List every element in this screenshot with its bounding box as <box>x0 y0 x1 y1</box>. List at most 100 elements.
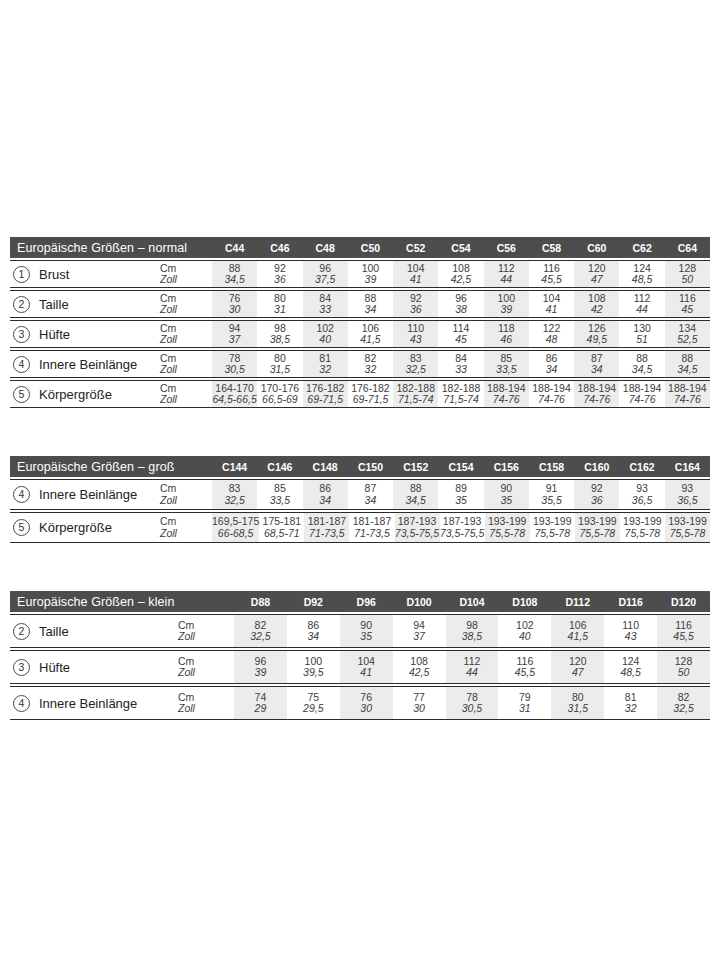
value-cell: 10240 <box>498 615 551 647</box>
value-cell: 7529,5 <box>287 687 340 719</box>
value-cell: 8132 <box>604 687 657 719</box>
unit-cell: CmZoll <box>160 480 212 509</box>
zoll-value: 33 <box>438 364 483 376</box>
cm-value: 88 <box>393 483 438 495</box>
value-cell: 9639 <box>234 651 287 683</box>
column-header: C56 <box>484 242 529 254</box>
value-cell: 12850 <box>657 651 710 683</box>
size-table-1: Europäische Größen – großC144C146C148C15… <box>10 456 710 543</box>
column-header: C60 <box>574 242 619 254</box>
value-cell: 11445 <box>438 321 483 347</box>
value-cell: 11645,5 <box>498 651 551 683</box>
column-header: C58 <box>529 242 574 254</box>
value-cell: 12649,5 <box>574 321 619 347</box>
value-cell: 8031,5 <box>551 687 604 719</box>
column-header: C148 <box>303 461 348 473</box>
value-cell: 187-19373,5-75,5 <box>395 513 440 542</box>
value-cell: 9236 <box>393 291 438 317</box>
unit-label-zoll: Zoll <box>160 495 212 507</box>
zoll-value: 36,5 <box>619 495 664 507</box>
value-cell: 8533,5 <box>484 351 529 377</box>
row-number-badge: 5 <box>13 519 30 536</box>
zoll-value: 39,5 <box>287 667 340 679</box>
measurement-row: 2TailleCmZoll763080318433883492369638100… <box>10 290 710 318</box>
unit-label-zoll: Zoll <box>160 304 212 316</box>
value-cell: 9336,5 <box>665 480 710 509</box>
value-cell: 193-19975,5-78 <box>485 513 530 542</box>
column-header: C154 <box>438 461 483 473</box>
cm-value: 93 <box>665 483 710 495</box>
unit-cell: CmZoll <box>160 321 212 347</box>
column-header: C64 <box>665 242 710 254</box>
row-number-badge: 4 <box>13 486 30 503</box>
value-cell: 7630 <box>212 291 257 317</box>
cm-value: 91 <box>529 483 574 495</box>
value-cell: 10441 <box>393 261 438 287</box>
value-cell: 187-19373,5-75,5 <box>440 513 485 542</box>
value-cell: 182-18871,5-74 <box>393 381 438 407</box>
zoll-value: 37 <box>212 334 257 346</box>
tables-host: Europäische Größen – normalC44C46C48C50C… <box>10 237 710 720</box>
value-cell: 12047 <box>574 261 619 287</box>
value-cell: 164-17064,5-66,5 <box>212 381 257 407</box>
row-label-cell: 3 Hüfte <box>10 651 178 683</box>
zoll-value: 33,5 <box>484 364 529 376</box>
row-label: Innere Beinlänge <box>39 487 137 502</box>
cm-value: 181-187 <box>304 516 349 528</box>
value-cell: 10842 <box>574 291 619 317</box>
zoll-value: 48,5 <box>604 667 657 679</box>
measurement-row: 5KörpergrößeCmZoll169,5-17566-68,5175-18… <box>10 512 710 543</box>
zoll-value: 34 <box>303 495 348 507</box>
zoll-value: 40 <box>498 631 551 643</box>
cm-value: 187-193 <box>440 516 485 528</box>
value-cell: 10641,5 <box>551 615 604 647</box>
column-header: C44 <box>212 242 257 254</box>
value-cell: 9035 <box>484 480 529 509</box>
zoll-value: 30 <box>212 304 257 316</box>
value-cell: 182-18871,5-74 <box>438 381 483 407</box>
value-cell: 193-19975,5-78 <box>530 513 575 542</box>
value-cell: 8834,5 <box>212 261 257 287</box>
zoll-value: 71-73,5 <box>349 528 394 540</box>
row-label-cell: 4 Innere Beinlänge <box>10 480 160 509</box>
value-cell: 8734 <box>574 351 619 377</box>
column-header: C162 <box>619 461 664 473</box>
value-cell: 8031 <box>257 291 302 317</box>
zoll-value: 34 <box>574 364 619 376</box>
zoll-value: 36,5 <box>665 495 710 507</box>
unit-cell: CmZoll <box>160 291 212 317</box>
zoll-value: 74-76 <box>619 394 664 406</box>
value-cell: 8834,5 <box>619 351 664 377</box>
zoll-value: 44 <box>446 667 499 679</box>
zoll-value: 75,5-78 <box>665 528 710 540</box>
row-label: Taille <box>39 624 69 639</box>
unit-cell: CmZoll <box>178 651 234 683</box>
value-cell: 8533,5 <box>257 480 302 509</box>
cm-value: 193-199 <box>665 516 710 528</box>
measurement-row: 2TailleCmZoll8232,58634903594379838,5102… <box>10 614 710 648</box>
row-label-cell: 5Körpergröße <box>10 381 160 407</box>
zoll-value: 71,5-74 <box>393 394 438 406</box>
zoll-value: 34,5 <box>665 364 710 376</box>
cm-value: 93 <box>619 483 664 495</box>
column-header: C150 <box>348 461 393 473</box>
measurement-row: 1BrustCmZoll8834,592369637,5100391044110… <box>10 260 710 288</box>
unit-label-zoll: Zoll <box>160 394 212 406</box>
zoll-value: 32 <box>604 703 657 715</box>
row-number-badge: 3 <box>13 659 30 676</box>
value-cell: 11645,5 <box>657 615 710 647</box>
value-cell: 10441 <box>529 291 574 317</box>
zoll-value: 66,5-69 <box>257 394 302 406</box>
zoll-value: 29 <box>234 703 287 715</box>
zoll-value: 38,5 <box>257 334 302 346</box>
column-header: D120 <box>657 596 710 608</box>
zoll-value: 37 <box>393 631 446 643</box>
value-cell: 11846 <box>484 321 529 347</box>
row-label: Innere Beinlänge <box>39 696 137 711</box>
zoll-value: 49,5 <box>574 334 619 346</box>
zoll-value: 40 <box>303 334 348 346</box>
value-cell: 7830,5 <box>446 687 499 719</box>
zoll-value: 48 <box>529 334 574 346</box>
row-label: Körpergröße <box>39 520 112 535</box>
row-label: Hüfte <box>39 660 70 675</box>
